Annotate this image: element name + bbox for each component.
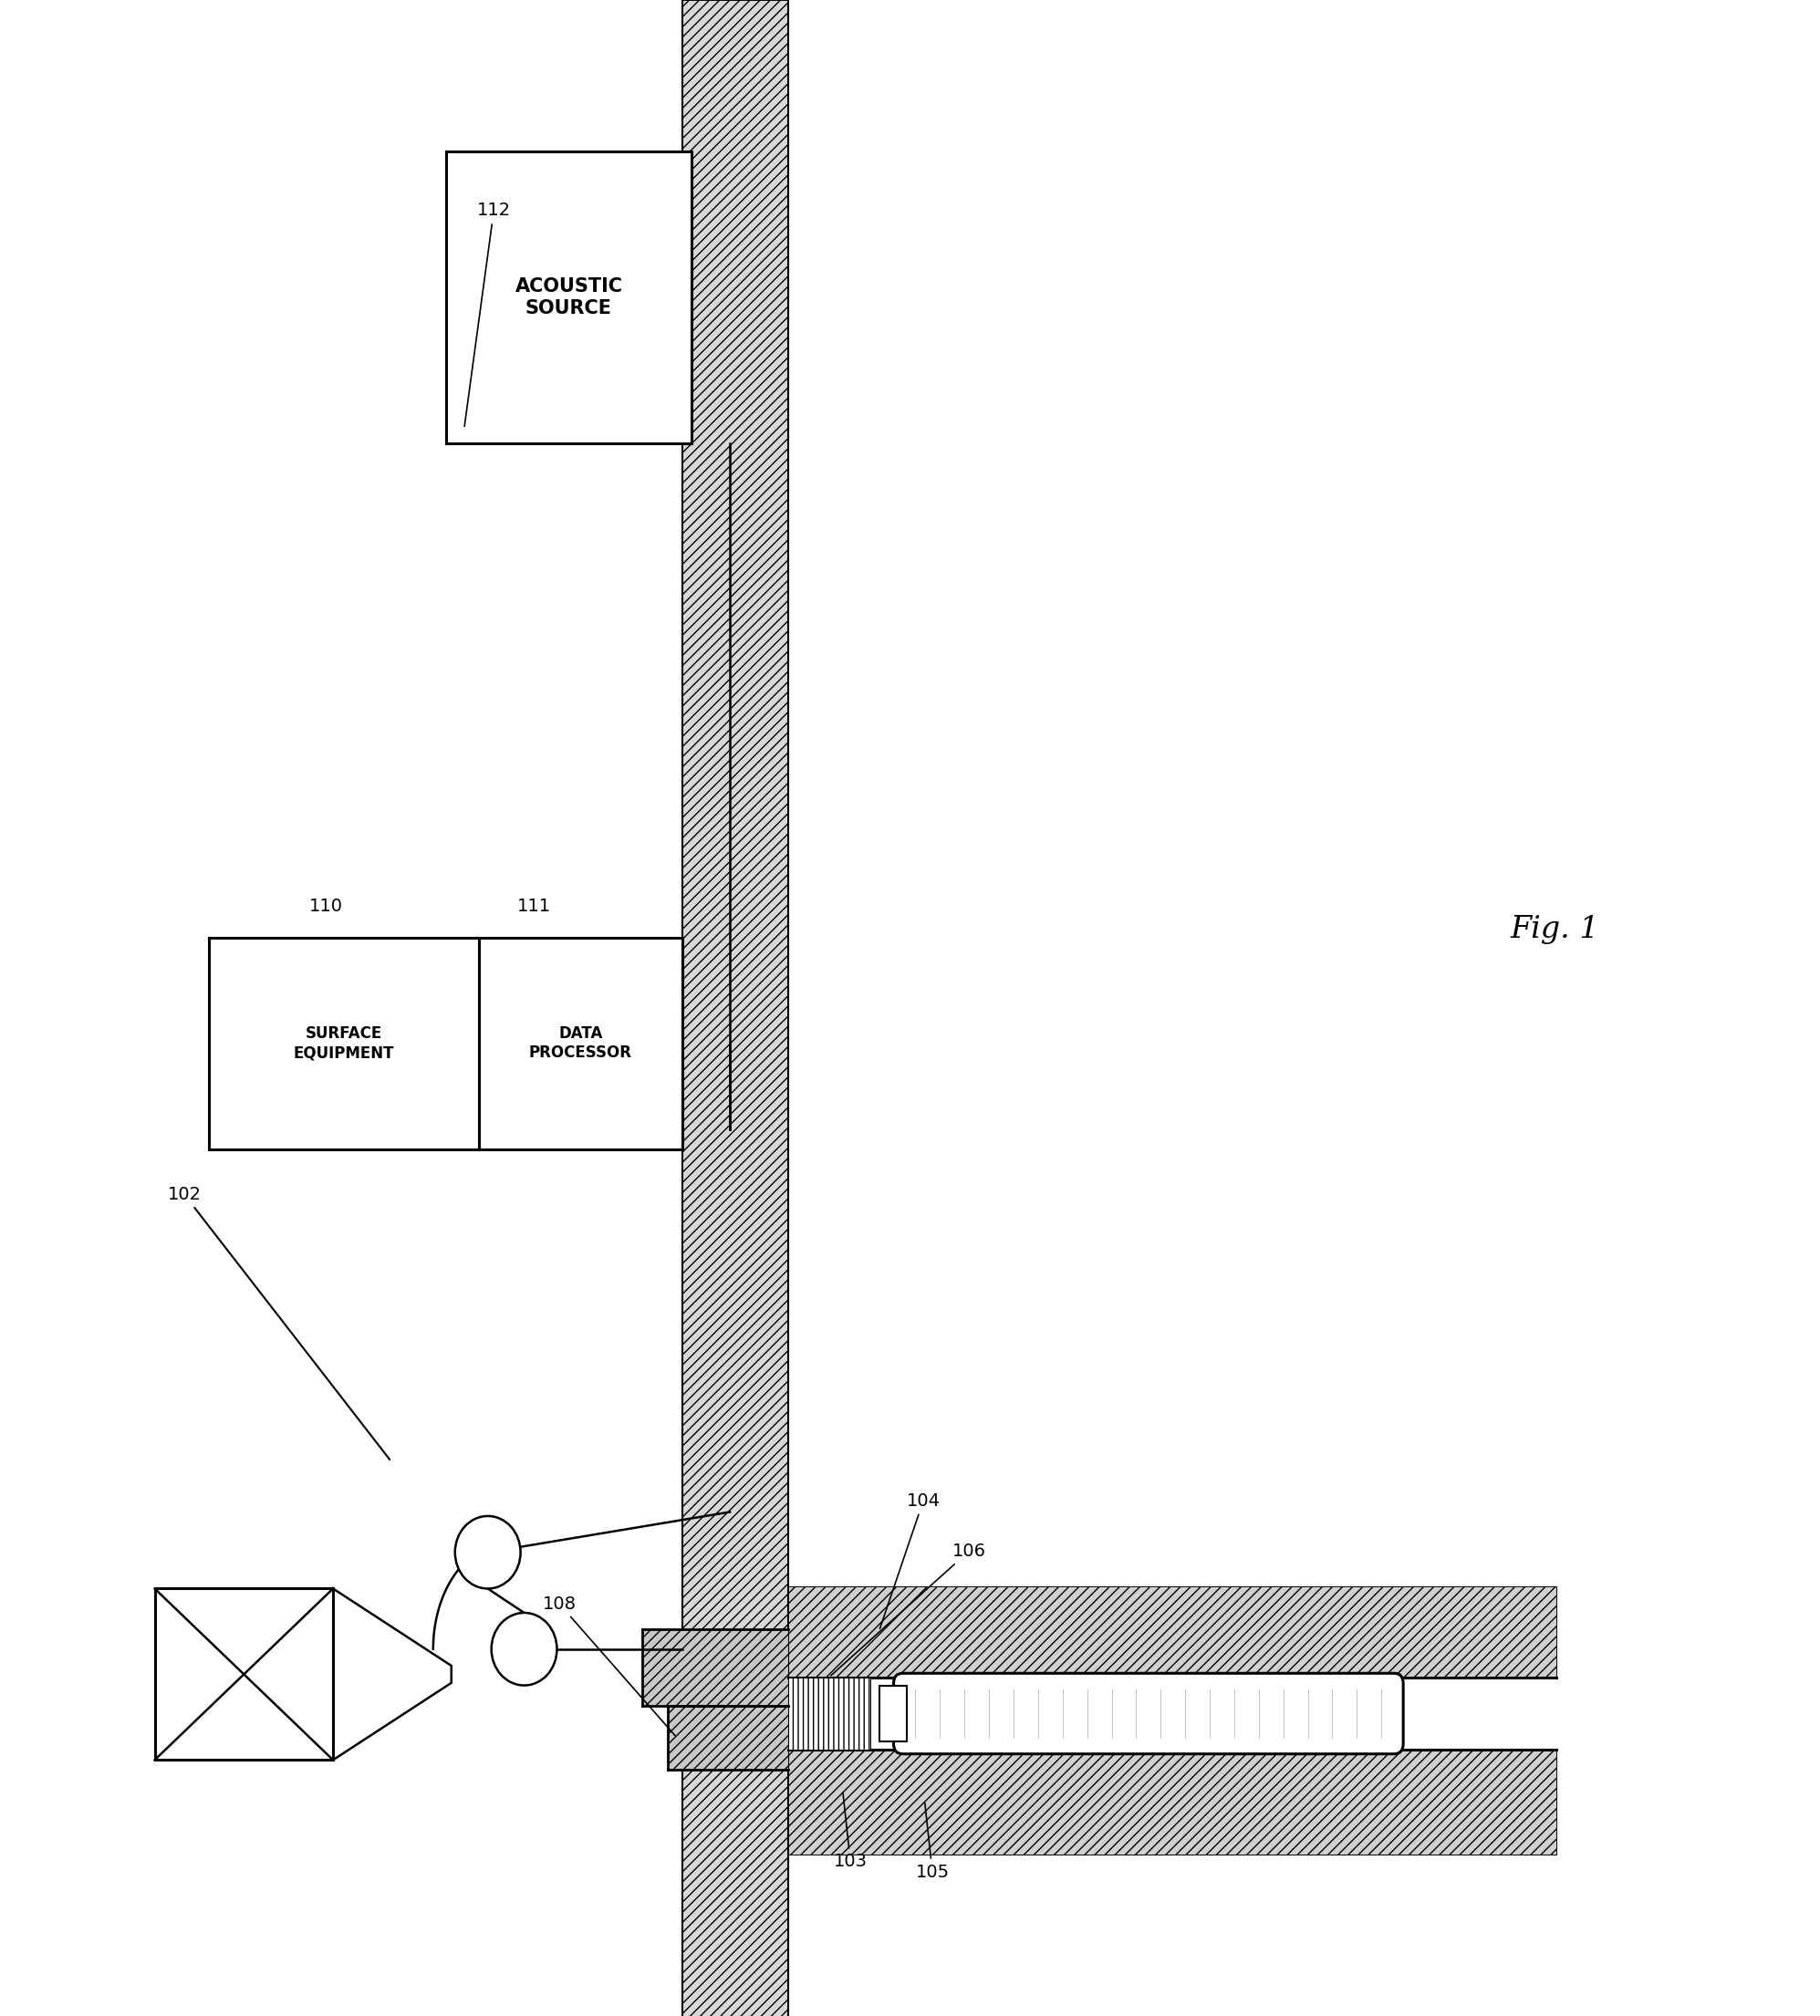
Text: 110: 110 — [309, 897, 344, 915]
Bar — [788, 1750, 1556, 1855]
Text: 111: 111 — [517, 897, 551, 915]
Polygon shape — [333, 1589, 451, 1760]
Text: 103: 103 — [834, 1792, 868, 1871]
Bar — [879, 1685, 906, 1742]
Bar — [155, 1589, 333, 1760]
Bar — [788, 1587, 1556, 1677]
Bar — [446, 151, 692, 444]
Bar — [642, 1629, 788, 1706]
Circle shape — [491, 1613, 557, 1685]
Circle shape — [455, 1516, 521, 1589]
Bar — [209, 937, 479, 1149]
Text: ACOUSTIC
SOURCE: ACOUSTIC SOURCE — [515, 278, 622, 317]
Text: DATA
PROCESSOR: DATA PROCESSOR — [530, 1026, 632, 1060]
Text: 108: 108 — [542, 1595, 675, 1736]
Text: SURFACE
EQUIPMENT: SURFACE EQUIPMENT — [293, 1026, 395, 1060]
Text: 112: 112 — [464, 202, 511, 427]
Text: Fig. 1: Fig. 1 — [1511, 915, 1600, 943]
Bar — [479, 937, 682, 1149]
Bar — [682, 0, 788, 2016]
Text: 105: 105 — [915, 1802, 950, 1881]
Bar — [668, 1706, 788, 1770]
Text: 104: 104 — [879, 1492, 941, 1629]
Text: 106: 106 — [832, 1542, 986, 1675]
Bar — [788, 1677, 870, 1750]
FancyBboxPatch shape — [894, 1673, 1403, 1754]
Text: 102: 102 — [167, 1185, 389, 1460]
